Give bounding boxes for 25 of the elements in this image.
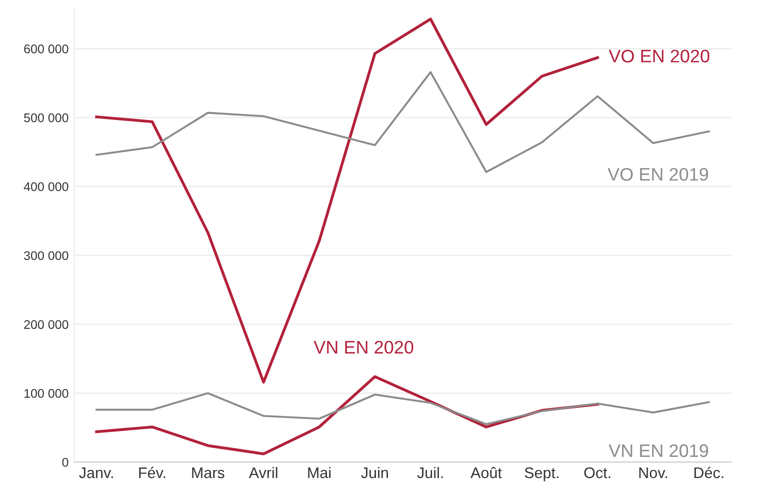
x-tick-label: Août <box>470 466 502 478</box>
y-tick-label: 0 <box>62 458 68 467</box>
y-tick-label: 300 000 <box>24 251 68 260</box>
x-tick-label: Avril <box>248 466 278 478</box>
x-tick-label: Janv. <box>79 468 113 478</box>
y-tick-label: 600 000 <box>24 44 68 54</box>
y-tick-label: 400 000 <box>24 182 68 192</box>
y-tick-label: 100 000 <box>24 389 68 398</box>
x-tick-label: Oct. <box>584 467 610 478</box>
x-tick-label: Fév. <box>139 466 166 478</box>
x-tick-label: Mai <box>308 466 331 478</box>
y-tick-label: 200 000 <box>24 320 68 329</box>
series-label: VO EN 2019 <box>608 168 708 181</box>
x-tick-label: Nov. <box>639 468 667 478</box>
x-tick-label: Sept. <box>524 467 558 482</box>
line-series <box>95 18 599 384</box>
series-label: VO EN 2020 <box>608 50 710 62</box>
x-tick-label: Mars <box>192 468 224 478</box>
text: VN EN 2019 <box>608 444 708 458</box>
x-tick-label: Juin <box>361 466 388 478</box>
x-tick-label: Déc. <box>694 466 724 478</box>
line-series <box>96 392 710 426</box>
series-label: VN EN 2020 <box>314 340 414 354</box>
y-tick-label: 500 000 <box>24 113 68 122</box>
x-tick-label: Juil. <box>417 466 443 478</box>
